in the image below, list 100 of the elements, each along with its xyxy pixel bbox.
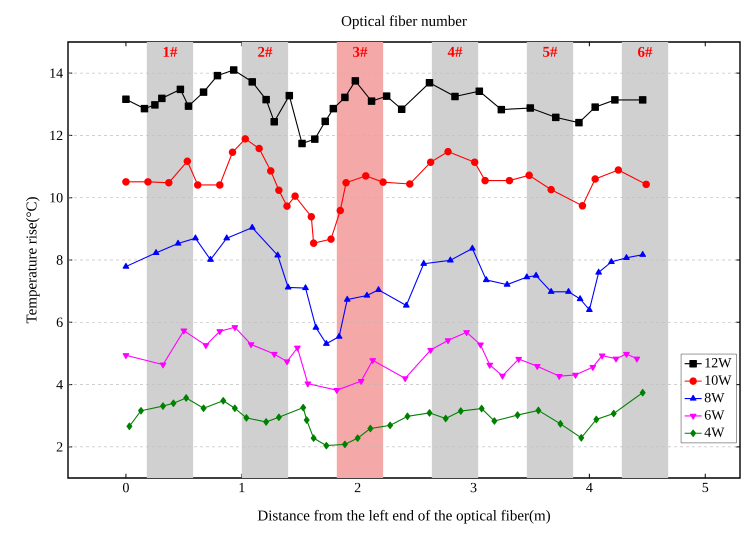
point	[402, 376, 408, 382]
point	[255, 144, 263, 152]
point	[420, 260, 428, 266]
point	[476, 87, 484, 95]
point	[565, 288, 572, 294]
point	[444, 148, 452, 156]
point	[578, 434, 584, 442]
point	[342, 179, 350, 187]
point	[463, 330, 470, 336]
point	[160, 362, 166, 368]
band-label: 5#	[543, 46, 558, 57]
point	[122, 96, 130, 104]
x-tick-label: 2	[354, 482, 360, 492]
point	[354, 434, 361, 442]
point	[442, 414, 449, 422]
legend-label: 6W	[704, 410, 724, 420]
point	[275, 186, 283, 194]
point	[144, 178, 152, 186]
point	[248, 342, 254, 348]
point	[379, 178, 387, 186]
point	[176, 86, 184, 94]
x-tick-label: 3	[470, 482, 476, 492]
point	[158, 94, 166, 102]
point	[304, 416, 310, 424]
point	[283, 202, 291, 210]
point	[514, 411, 520, 419]
point	[180, 328, 188, 334]
y-tick-label: 2	[56, 442, 62, 452]
point	[194, 181, 202, 189]
point	[344, 296, 351, 302]
point	[184, 158, 192, 166]
point	[623, 254, 630, 260]
point	[506, 176, 514, 184]
x-tick-label: 0	[122, 482, 129, 492]
point	[515, 356, 522, 363]
point	[308, 212, 316, 220]
point	[375, 286, 382, 292]
y-tick-label: 12	[50, 130, 62, 140]
point	[294, 346, 301, 352]
point	[342, 440, 348, 448]
point	[291, 192, 299, 200]
point	[310, 434, 317, 442]
point	[327, 235, 335, 243]
point	[387, 422, 394, 430]
point	[336, 206, 344, 214]
point	[486, 362, 494, 369]
point	[352, 77, 360, 85]
y-axis-title: Temperature rise(°C)	[26, 197, 40, 324]
point	[262, 96, 270, 104]
point	[223, 234, 230, 240]
point	[477, 342, 484, 348]
point	[575, 118, 583, 126]
point	[228, 148, 236, 156]
point	[593, 416, 600, 424]
legend-label: 12W	[705, 358, 732, 368]
point	[216, 181, 224, 189]
point	[184, 102, 192, 110]
point	[526, 104, 534, 112]
point	[591, 175, 599, 183]
point	[267, 167, 275, 175]
point	[216, 329, 224, 336]
point	[458, 407, 464, 415]
point	[368, 97, 376, 105]
point	[367, 424, 374, 432]
point	[312, 324, 320, 330]
point	[398, 106, 406, 114]
point	[382, 92, 390, 100]
point	[591, 103, 599, 111]
point	[341, 94, 349, 102]
point	[300, 404, 306, 412]
point	[572, 372, 579, 379]
point	[323, 340, 330, 346]
point	[586, 306, 593, 312]
y-tick-label: 10	[50, 192, 63, 202]
point	[243, 414, 250, 422]
point	[230, 66, 238, 74]
legend-label: 4W	[704, 428, 724, 438]
point	[330, 104, 338, 112]
point	[358, 378, 364, 385]
point	[270, 352, 278, 358]
point	[242, 135, 250, 143]
point	[323, 442, 330, 450]
point	[547, 186, 555, 194]
point	[362, 172, 370, 180]
point	[406, 180, 414, 188]
point	[556, 374, 563, 380]
x-tick-label: 4	[586, 482, 593, 492]
point	[284, 359, 290, 366]
point	[548, 288, 554, 294]
point	[152, 249, 160, 255]
band-label: 3#	[353, 46, 368, 57]
band-label: 6#	[638, 46, 652, 57]
point	[499, 374, 506, 380]
point	[200, 88, 208, 96]
point	[369, 358, 376, 364]
point	[498, 106, 506, 114]
point	[611, 96, 619, 104]
point	[595, 268, 602, 275]
point	[426, 158, 434, 166]
point	[304, 381, 312, 388]
